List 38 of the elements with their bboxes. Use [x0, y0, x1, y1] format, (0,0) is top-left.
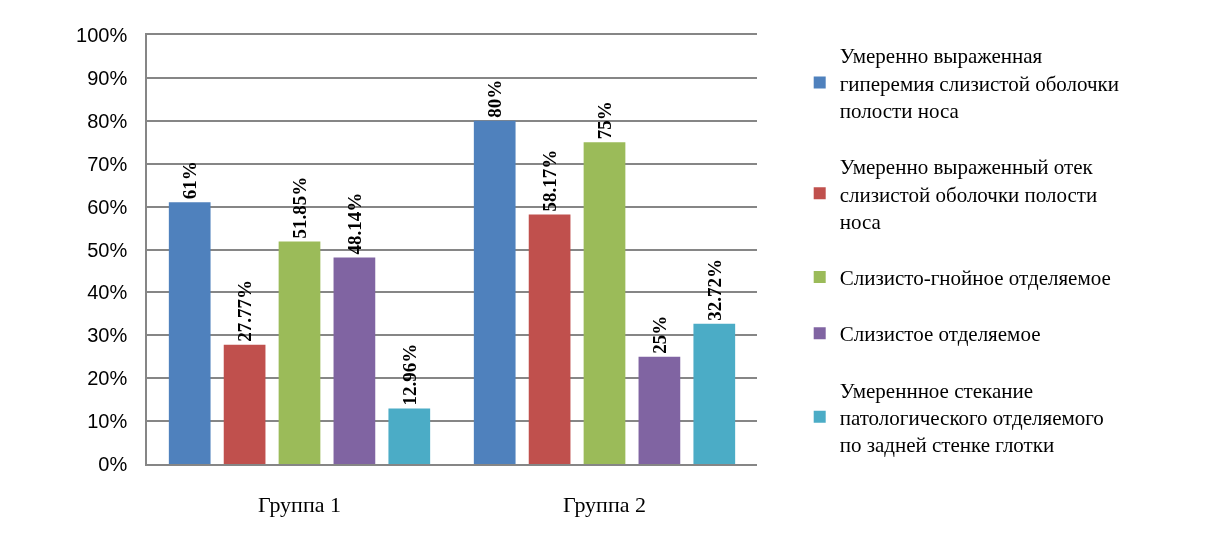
- legend-label: Умеренно выраженная гиперемия слизистой оболочки полости носа: [839, 44, 1119, 123]
- bar: [528, 214, 571, 464]
- data-label: 27.77%: [234, 280, 256, 342]
- legend-label: Слизистое отделяемое: [839, 322, 1041, 347]
- y-tick-label: 50%: [87, 238, 128, 261]
- y-tick-label: 10%: [87, 410, 128, 433]
- bar: [638, 356, 681, 464]
- y-tick-label: 40%: [87, 281, 128, 304]
- data-label: 32.72%: [703, 258, 725, 321]
- legend-label: Умереннное стекание патологического отделяемого по задней стенке глотки: [839, 378, 1104, 458]
- x-tick-label: Группа 2: [563, 492, 646, 518]
- bar: [583, 142, 626, 464]
- y-tick-label: 70%: [87, 152, 128, 175]
- data-label: 51.85%: [289, 176, 310, 239]
- bar: [333, 257, 376, 464]
- bar: [693, 323, 736, 464]
- data-label: 25%: [648, 315, 670, 354]
- data-label: 80%: [484, 79, 506, 118]
- y-tick-label: 60%: [87, 195, 128, 218]
- y-tick-label: 30%: [87, 324, 128, 347]
- bar: [223, 344, 266, 464]
- legend-label: Умеренно выраженный отек слизистой оболочки полости носа: [839, 155, 1098, 234]
- bar: [388, 408, 431, 464]
- y-tick-label: 100%: [76, 24, 128, 46]
- y-tick-label: 80%: [87, 109, 128, 132]
- y-tick-label: 0%: [98, 453, 128, 475]
- x-tick-label: Группа 1: [258, 492, 341, 518]
- bar: [278, 241, 321, 464]
- data-label: 75%: [594, 101, 615, 140]
- data-label: 58.17%: [539, 149, 561, 212]
- bar: [473, 120, 516, 464]
- data-label: 61%: [179, 161, 201, 200]
- data-label: 48.14%: [343, 192, 365, 255]
- y-tick-label: 90%: [87, 66, 128, 89]
- legend-label: Слизисто-гнойное отделяемое: [839, 266, 1111, 291]
- bar: [168, 202, 211, 464]
- data-label: 12.96%: [398, 343, 420, 406]
- y-tick-label: 20%: [87, 367, 128, 390]
